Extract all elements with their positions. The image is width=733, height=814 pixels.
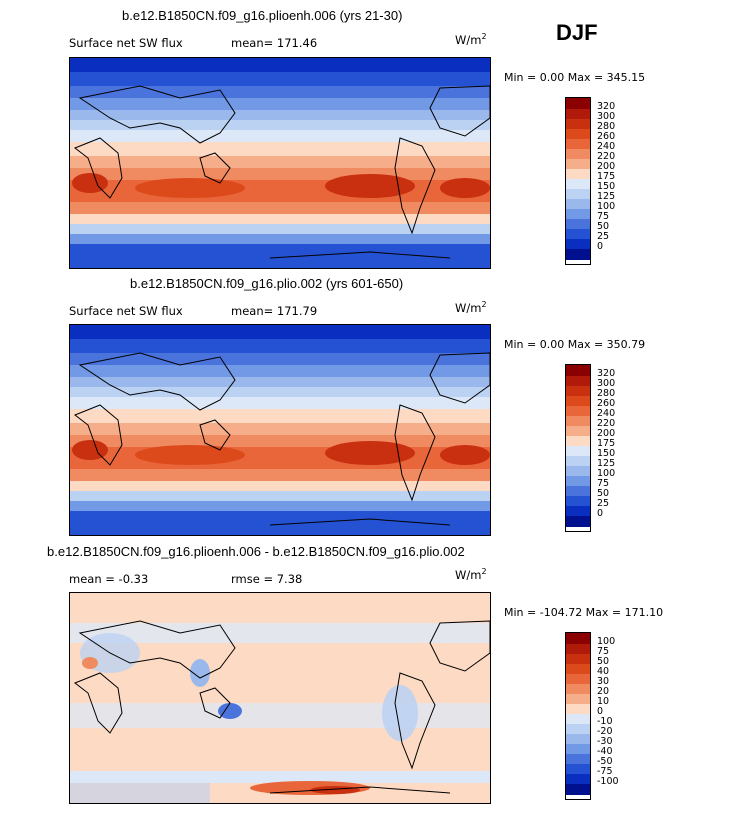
panel-2-colorbar-label: 260	[597, 398, 616, 409]
panel-1-mean-label: mean= 171.46	[231, 36, 318, 50]
panel-2-colorbar-label: 100	[597, 468, 616, 479]
panel-2-map	[69, 324, 491, 536]
panel-3-colorbar-label: -100	[597, 776, 619, 787]
season-label: DJF	[556, 20, 598, 45]
panel-1-colorbar-label: 0	[597, 241, 604, 252]
panel-2-colorbar-label: 0	[597, 508, 604, 519]
panel-1-title: b.e12.B1850CN.f09_g16.plioenh.006 (yrs 2…	[122, 8, 403, 23]
panel-1-colorbar-label: 240	[597, 141, 616, 152]
panel-1-minmax: Min = 0.00 Max = 345.15	[504, 71, 646, 84]
panel-3-rmse-label: rmse = 7.38	[231, 572, 303, 586]
panel-3-colorbar-label: -40	[597, 746, 613, 757]
panel-3-colorbar-label: 10	[597, 696, 610, 707]
panel-3-colorbar-label: 20	[597, 686, 610, 697]
panel-2-title: b.e12.B1850CN.f09_g16.plio.002 (yrs 601-…	[130, 276, 404, 291]
panel-1-colorbar	[565, 97, 591, 265]
panel-3-colorbar-label: -20	[597, 726, 613, 737]
panel-3-colorbar-label: -50	[597, 756, 613, 767]
panel-3-colorbar-label: 50	[597, 656, 610, 667]
panel-3-colorbar-label: -75	[597, 766, 613, 777]
panel-1-colorbar-label: 220	[597, 151, 616, 162]
panel-2-colorbar-label: 320	[597, 368, 616, 379]
panel-1-colorbar-label: 75	[597, 211, 610, 222]
panel-3-map	[69, 592, 491, 804]
panel-2-colorbar-label: 300	[597, 378, 616, 389]
panel-3-colorbar-label: 100	[597, 636, 616, 647]
panel-1-colorbar-label: 280	[597, 121, 616, 132]
panel-2-colorbar-label: 50	[597, 488, 610, 499]
panel-2-colorbar-label: 25	[597, 498, 610, 509]
panel-1-colorbar-label: 200	[597, 161, 616, 172]
panel-1-map-field	[70, 58, 490, 268]
panel-1-colorbar-label: 100	[597, 201, 616, 212]
panel-1-colorbar-label: 150	[597, 181, 616, 192]
panel-2-colorbar-label: 200	[597, 428, 616, 439]
panel-1-colorbar-label: 50	[597, 221, 610, 232]
panel-2-mean-label: mean= 171.79	[231, 304, 318, 318]
panel-3-map-field	[70, 593, 490, 803]
panel-2-colorbar-label: 75	[597, 478, 610, 489]
panel-1-variable-label: Surface net SW flux	[69, 36, 183, 50]
panel-1-colorbar-label: 320	[597, 101, 616, 112]
panel-3-colorbar-label: -30	[597, 736, 613, 747]
panel-2-variable-label: Surface net SW flux	[69, 304, 183, 318]
panel-3-colorbar	[565, 632, 591, 800]
panel-1-colorbar-label: 25	[597, 231, 610, 242]
panel-3-colorbar-label: 0	[597, 706, 604, 717]
panel-2-colorbar-label: 150	[597, 448, 616, 459]
panel-3-units: W/m2	[455, 567, 487, 582]
panel-3-colorbar-label: 30	[597, 676, 610, 687]
panel-2-colorbar-label: 175	[597, 438, 616, 449]
panel-1-colorbar-label: 300	[597, 111, 616, 122]
panel-3-colorbar-label: -10	[597, 716, 613, 727]
panel-1-colorbar-label: 260	[597, 131, 616, 142]
panel-3-colorbar-label: 75	[597, 646, 610, 657]
panel-1-colorbar-label: 175	[597, 171, 616, 182]
panel-1-map	[69, 57, 491, 269]
panel-3-title: b.e12.B1850CN.f09_g16.plioenh.006 - b.e1…	[47, 544, 465, 559]
panel-3-colorbar-label: 40	[597, 666, 610, 677]
panel-2-units: W/m2	[455, 300, 487, 315]
panel-3-mean-label: mean = -0.33	[69, 572, 149, 586]
panel-2-map-field	[70, 325, 490, 535]
panel-2-minmax: Min = 0.00 Max = 350.79	[504, 338, 646, 351]
panel-2-colorbar-label: 240	[597, 408, 616, 419]
panel-1-colorbar-label: 125	[597, 191, 616, 202]
panel-1-units: W/m2	[455, 32, 487, 47]
panel-3-minmax: Min = -104.72 Max = 171.10	[504, 606, 664, 619]
panel-2-colorbar-label: 220	[597, 418, 616, 429]
panel-2-colorbar-label: 280	[597, 388, 616, 399]
panel-2-colorbar	[565, 364, 591, 532]
panel-2-colorbar-label: 125	[597, 458, 616, 469]
